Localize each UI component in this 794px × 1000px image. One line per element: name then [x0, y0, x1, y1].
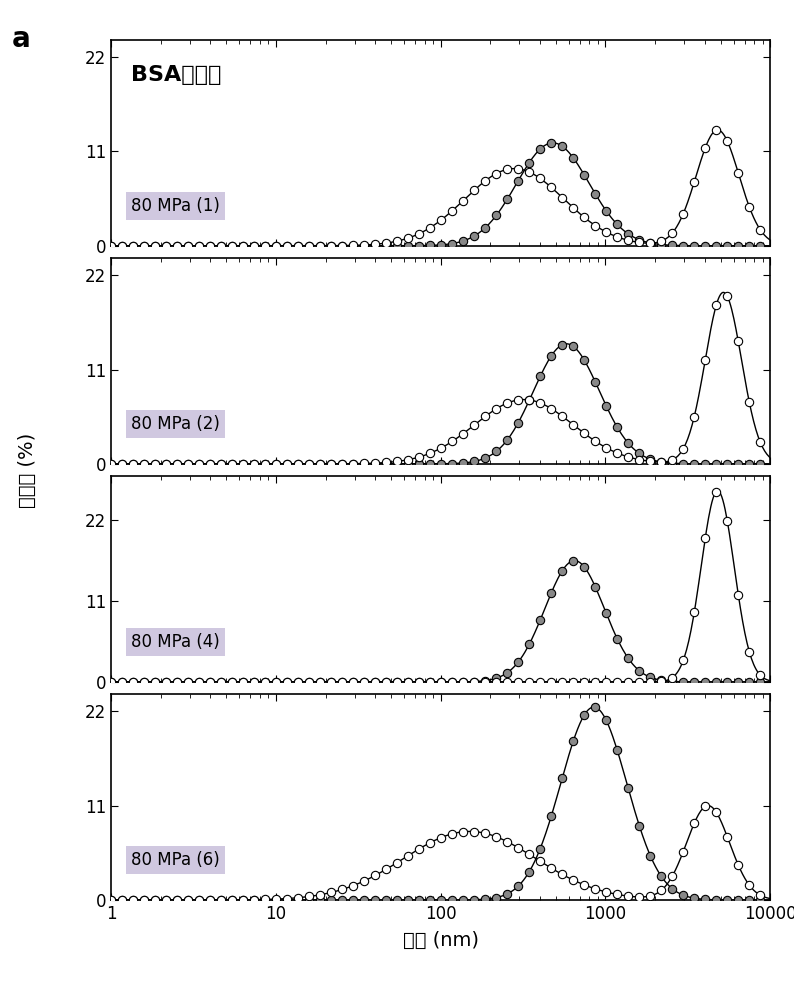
- Text: 体积比 (%): 体积比 (%): [18, 432, 37, 508]
- Text: 80 MPa (2): 80 MPa (2): [131, 415, 220, 433]
- X-axis label: 粒径 (nm): 粒径 (nm): [403, 931, 479, 950]
- Text: 80 MPa (1): 80 MPa (1): [131, 197, 220, 215]
- Text: a: a: [12, 25, 31, 53]
- Text: BSA水溶液: BSA水溶液: [131, 65, 222, 85]
- Text: 80 MPa (6): 80 MPa (6): [131, 851, 220, 869]
- Text: 80 MPa (4): 80 MPa (4): [131, 633, 220, 651]
